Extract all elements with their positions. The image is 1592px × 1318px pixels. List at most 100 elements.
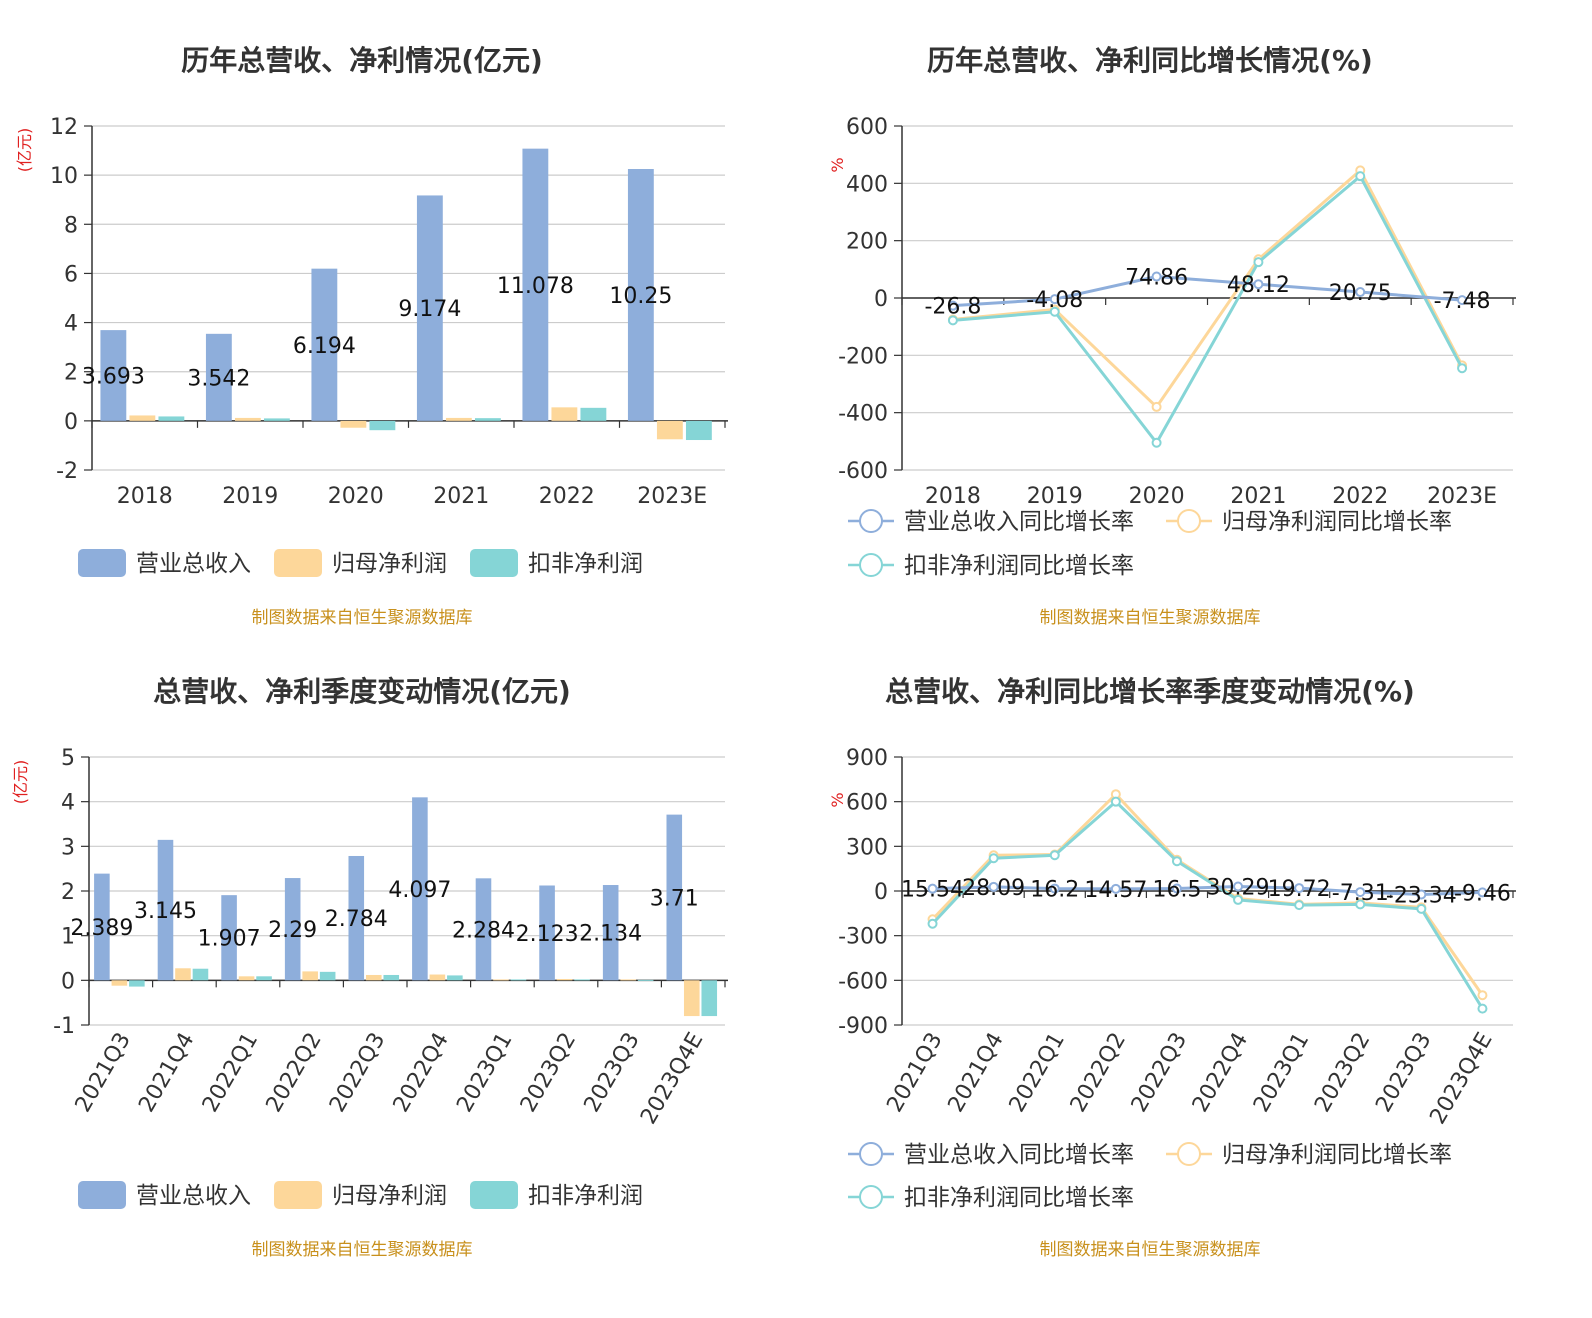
chart-title: 总营收、净利同比增长率季度变动情况(%) (885, 675, 1415, 708)
line-point-1-2023Q2 (1355, 887, 1366, 898)
bar-1-2023Q3 (602, 885, 619, 981)
line-data-label: -7.31 (1332, 881, 1389, 906)
bar-data-label: 3.542 (187, 366, 250, 391)
line-point-1-2022Q4 (1233, 881, 1244, 892)
x-tick-label: 2022 (1332, 484, 1388, 509)
x-tick-label: 2022Q2 (1066, 1029, 1131, 1117)
line-series-2 (952, 168, 1464, 410)
bar-2-2020 (340, 420, 367, 428)
legend-label-3: 扣非净利润 (528, 551, 643, 577)
x-tick-label: 2022Q4 (1188, 1029, 1253, 1117)
x-tick-label: 2022 (539, 484, 595, 509)
x-tick-label: 2021 (433, 484, 489, 509)
bar-3-2020 (369, 420, 396, 431)
line-data-label: 16.2 (1030, 878, 1079, 903)
y-tick-label: 400 (846, 172, 888, 197)
line-point-1-2023E (1457, 295, 1468, 306)
x-tick-label: 2023E (637, 484, 707, 509)
x-tick-label: 2023Q2 (1310, 1029, 1375, 1117)
line-point-3-2023Q3 (1416, 903, 1427, 914)
bar-1-2023Q1 (475, 878, 492, 981)
y-tick-label: 0 (874, 880, 888, 905)
bar-1-2022Q2 (284, 878, 301, 981)
line-point-1-2022Q1 (1049, 883, 1060, 894)
legend-marker-1 (859, 509, 883, 533)
y-tick-label: -200 (838, 344, 888, 369)
data-source-note: 制图数据来自恒生聚源数据库 (252, 608, 473, 628)
bar-2-2022Q4 (429, 974, 446, 981)
line-point-3-2022 (1355, 171, 1366, 182)
y-tick-label: 0 (61, 969, 75, 994)
bar-data-label: 4.097 (388, 878, 451, 903)
legend-swatch-3 (470, 1181, 518, 1209)
y-tick-label: -600 (838, 459, 888, 484)
chart-title: 历年总营收、净利同比增长情况(%) (927, 44, 1373, 77)
line-data-label: 16.5 (1152, 878, 1201, 903)
chart-title: 总营收、净利季度变动情况(亿元) (153, 675, 571, 708)
bar-2-2021Q3 (111, 980, 128, 986)
line-data-label: 28.09 (962, 876, 1025, 901)
bar-data-label: 6.194 (293, 334, 356, 359)
bar-3-2019 (263, 418, 290, 421)
bar-data-label: 2.123 (516, 922, 579, 947)
line-point-3-2021Q3 (927, 918, 938, 929)
x-tick-label: 2021Q4 (944, 1029, 1009, 1117)
line-point-3-2022Q3 (1171, 856, 1182, 867)
line-point-1-2021Q3 (927, 883, 938, 894)
bar-data-label: 2.134 (579, 922, 642, 947)
line-point-3-2023Q1 (1294, 900, 1305, 911)
legend-marker-3 (859, 553, 883, 577)
line-point-2-2023Q4E (1477, 990, 1488, 1001)
legend-swatch-3 (470, 549, 518, 577)
x-tick-label: 2023Q1 (1249, 1029, 1314, 1117)
line-data-label: -9.46 (1454, 881, 1511, 906)
bar-1-2022 (522, 148, 549, 421)
x-tick-label: 2023Q3 (579, 1029, 644, 1117)
line-data-label: 15.54 (901, 878, 964, 903)
bar-2-2023Q3 (620, 979, 636, 981)
x-tick-label: 2020 (1129, 484, 1185, 509)
bar-3-2021 (474, 418, 501, 421)
bar-1-2023E (627, 169, 654, 421)
line-data-label: 14.57 (1084, 878, 1147, 903)
y-tick-label: 900 (846, 746, 888, 771)
y-tick-label: 2 (64, 361, 78, 386)
bar-data-label: 10.25 (609, 284, 672, 309)
bar-2-2023Q2 (556, 978, 573, 981)
line-point-1-2022 (1355, 287, 1366, 298)
line-point-1-2019 (1049, 294, 1060, 305)
y-tick-label: 8 (64, 213, 78, 238)
x-tick-label: 2019 (222, 484, 278, 509)
bar-1-2021Q3 (94, 873, 110, 981)
y-tick-label: -1 (53, 1014, 75, 1039)
legend-label-3: 扣非净利润同比增长率 (904, 1185, 1134, 1211)
x-tick-label: 2023E (1427, 484, 1497, 509)
bar-3-2022 (580, 407, 607, 421)
y-tick-label: 10 (50, 164, 78, 189)
y-tick-label: 0 (874, 287, 888, 312)
legend-marker-2 (1177, 1142, 1201, 1166)
line-point-2-2020 (1151, 401, 1162, 412)
line-point-3-2019 (1049, 306, 1060, 317)
bar-3-2023Q2 (574, 979, 590, 981)
chart-1: 历年总营收、净利情况(亿元) (亿元) -2 0 2 4 6 8 10 12 2018 2019 202… (15, 44, 728, 628)
x-tick-label: 2018 (925, 484, 981, 509)
y-tick-label: -400 (838, 402, 888, 427)
y-tick-label: 600 (846, 791, 888, 816)
bar-data-label: 2.389 (70, 916, 133, 941)
x-tick-label: 2023Q4E (1425, 1029, 1497, 1129)
chart-2: 历年总营收、净利同比增长情况(%)% -600 -400 -200 0 200 400 600… (828, 44, 1516, 628)
bar-2-2023E (656, 420, 683, 440)
x-tick-label: 2022Q3 (1127, 1029, 1192, 1117)
line-data-label: 20.75 (1329, 281, 1392, 306)
line-data-label: -4.08 (1026, 288, 1083, 313)
line-point-3-2023Q2 (1355, 899, 1366, 910)
bar-3-2023Q1 (510, 979, 527, 981)
x-tick-label: 2021Q3 (882, 1029, 947, 1117)
bar-3-2021Q4 (192, 968, 209, 981)
bar-2-2023Q1 (493, 979, 509, 981)
bar-data-label: 3.71 (650, 886, 699, 911)
bar-1-2018 (100, 330, 127, 421)
bar-1-2023Q2 (539, 885, 555, 981)
line-series-3 (931, 799, 1484, 1010)
